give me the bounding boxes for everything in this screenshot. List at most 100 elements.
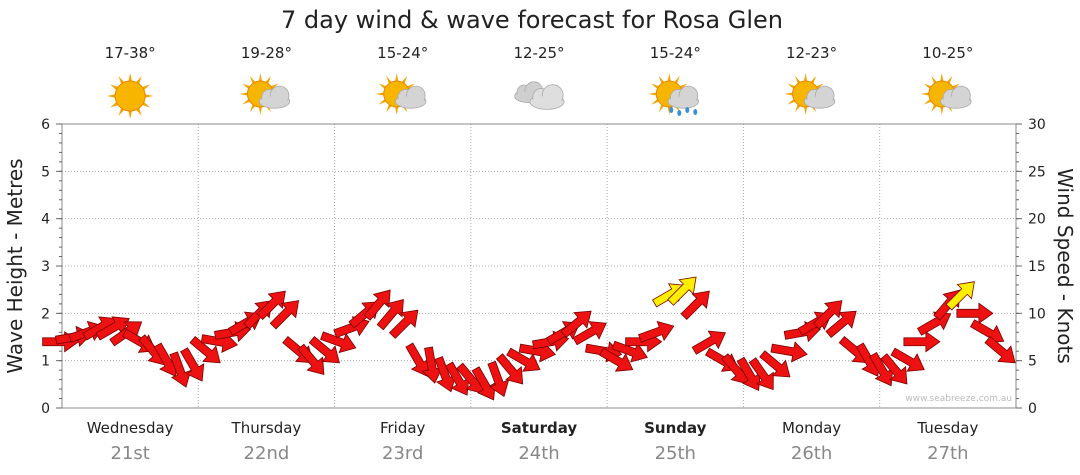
- wind-arrow: [880, 353, 908, 385]
- raindrop: [685, 107, 690, 113]
- sun-ray: [784, 92, 793, 96]
- wind-arrow: [825, 310, 857, 338]
- sun-ray: [118, 76, 125, 85]
- wind-arrow: [495, 353, 524, 385]
- wind-arrow: [471, 366, 496, 401]
- sun-ray: [815, 83, 824, 89]
- sun-ray: [386, 104, 392, 113]
- wind-arrow: [256, 290, 286, 320]
- sun-ray: [142, 101, 151, 108]
- wind-arrow-shape: [189, 336, 221, 364]
- wind-arrow: [759, 350, 791, 378]
- sun-cloud-rain-icon: [648, 73, 699, 116]
- sun-ray: [923, 83, 932, 89]
- left-tick-label: 2: [41, 306, 50, 322]
- sun-ray: [787, 99, 796, 105]
- sun-ray: [249, 104, 256, 113]
- left-tick-label: 5: [41, 164, 50, 180]
- raindrop: [677, 110, 682, 116]
- sun-ray: [651, 83, 659, 89]
- right-axis-ticks: 0 5 10 15 20 25 30: [1016, 117, 1046, 417]
- day-date-label: 24th: [518, 443, 559, 464]
- sun-icon: [107, 73, 154, 119]
- day-labels: Wednesday 21st Thursday 22nd Friday 23rd Satur…: [87, 419, 979, 464]
- wind-arrow-shape: [611, 340, 648, 363]
- wind-arrow: [169, 351, 192, 388]
- day-name-label: Thursday: [231, 419, 302, 437]
- sun-ray: [110, 84, 119, 91]
- sun-ray: [270, 83, 279, 89]
- wind-arrow-shape: [667, 276, 697, 306]
- wind-arrow: [869, 351, 894, 387]
- wind-arrow-shape: [890, 347, 925, 372]
- sun-ray: [395, 73, 399, 82]
- wind-arrow: [506, 347, 541, 372]
- sun-ray: [110, 101, 119, 108]
- left-tick-label: 6: [41, 117, 50, 133]
- wind-arrow-shape: [376, 299, 404, 331]
- wind-arrow: [320, 331, 357, 354]
- sun-ray: [395, 106, 399, 115]
- sun-ray: [674, 75, 680, 84]
- temperature-range: 19-28°: [241, 44, 292, 62]
- sun-cloud-icon: [920, 73, 972, 115]
- wind-arrow: [405, 342, 430, 377]
- wind-arrow: [956, 302, 994, 325]
- left-tick-label: 0: [41, 401, 50, 417]
- sun-ray: [378, 99, 387, 105]
- wind-arrow: [560, 310, 592, 338]
- wind-arrow-shape: [869, 351, 894, 387]
- cloud-part: [397, 96, 425, 107]
- day-date-label: 21st: [110, 443, 149, 464]
- weather-icon-row: [107, 73, 972, 119]
- sun-ray: [265, 75, 271, 84]
- day-name-label: Friday: [380, 419, 426, 437]
- temperature-range: 15-24°: [377, 44, 428, 62]
- sun-cloud-icon: [239, 73, 291, 115]
- wind-arrow: [269, 300, 300, 330]
- day-date-label: 26th: [791, 443, 832, 464]
- wind-arrow-shape: [308, 336, 340, 364]
- sun-cloud-icon: [784, 73, 836, 115]
- wind-arrow-shape: [638, 320, 675, 343]
- sun-ray: [787, 83, 796, 89]
- chart-title: 7 day wind & wave forecast for Rosa Glen: [281, 6, 783, 34]
- wind-arrow: [376, 299, 404, 331]
- left-axis-ticks: 0 1 2 3 4 5 6: [41, 117, 62, 417]
- wind-arrow: [189, 336, 221, 364]
- wind-arrow-shape: [770, 341, 808, 363]
- cloud-part: [942, 96, 970, 107]
- sun-ray: [118, 107, 125, 116]
- wind-arrow: [916, 311, 952, 336]
- sun-ray: [145, 94, 154, 98]
- wind-arrow-shape: [487, 360, 510, 398]
- wind-arrow: [572, 321, 607, 346]
- day-date-label: 22nd: [244, 443, 290, 464]
- sun-ray: [946, 75, 953, 84]
- sun-ray: [386, 75, 392, 84]
- wind-arrow: [984, 336, 1016, 364]
- wind-arrow-shape: [680, 290, 710, 320]
- left-axis-title: Wave Height - Metres: [3, 158, 27, 373]
- sun-ray: [128, 73, 132, 82]
- sun-ray: [804, 73, 808, 82]
- wind-arrow-shape: [471, 366, 496, 401]
- cloud-part: [669, 96, 697, 107]
- wind-arrow: [308, 336, 340, 364]
- credit-text: www.seabreeze.com.au: [905, 394, 1012, 404]
- wind-arrow-shape: [445, 361, 470, 396]
- wind-arrow-shape: [825, 310, 857, 338]
- sun-ray: [931, 75, 937, 84]
- sun-ray: [658, 104, 665, 113]
- left-tick-label: 4: [41, 212, 50, 228]
- wind-arrow: [638, 320, 675, 343]
- wind-arrow-shape: [691, 330, 727, 355]
- wind-arrow-shape: [180, 347, 205, 382]
- wind-arrow-shape: [560, 310, 592, 338]
- wind-arrow-shape: [506, 347, 541, 372]
- temperature-range: 12-25°: [513, 44, 564, 62]
- right-tick-label: 10: [1028, 306, 1046, 322]
- sun-ray: [795, 104, 801, 113]
- sun-ray: [242, 99, 251, 105]
- sun-ray: [679, 83, 688, 89]
